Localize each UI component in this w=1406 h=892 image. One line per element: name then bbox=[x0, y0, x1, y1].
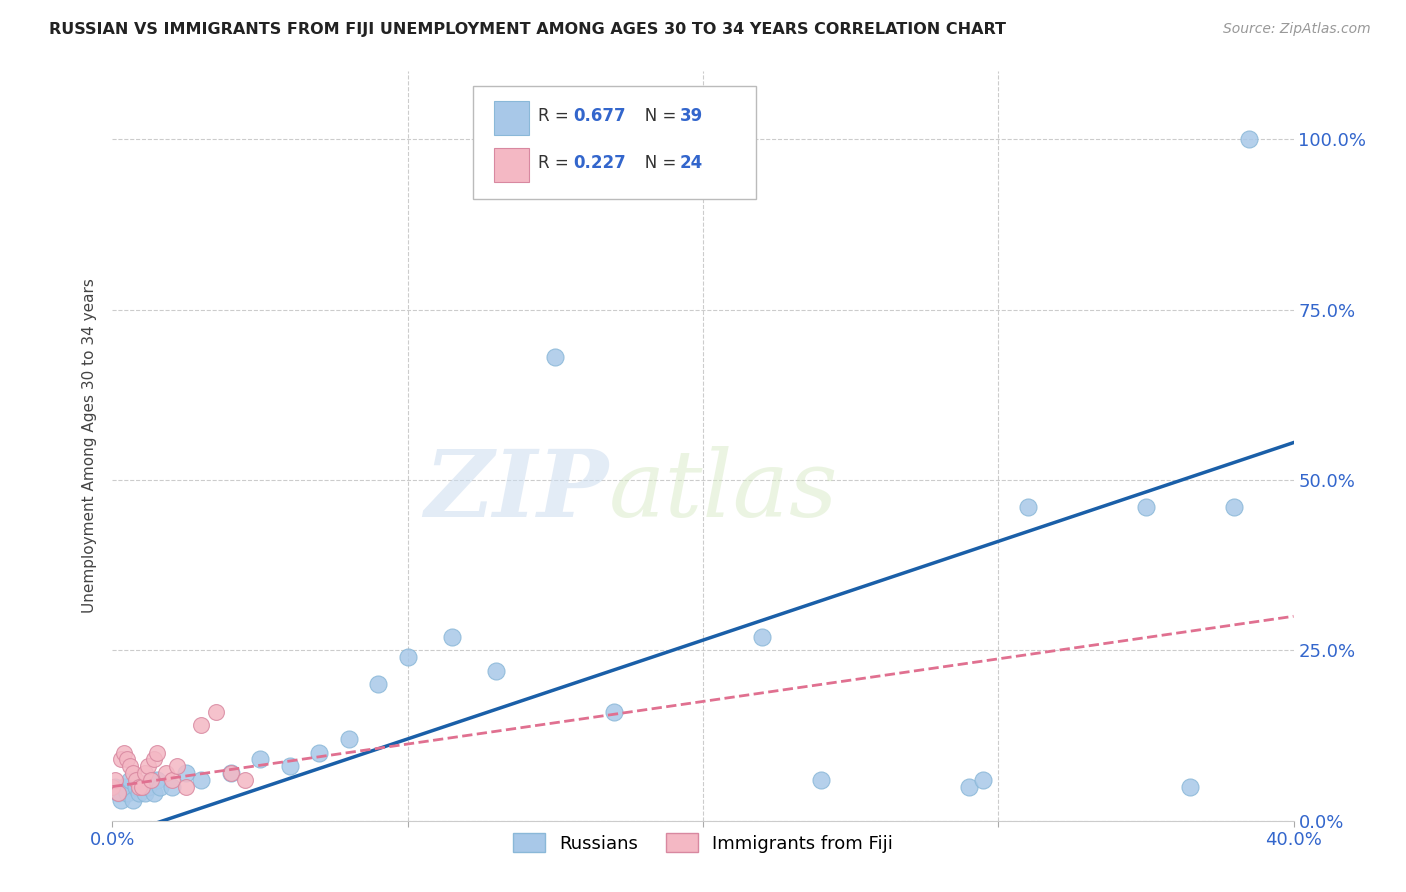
Point bbox=[278, 759, 301, 773]
Point bbox=[112, 780, 135, 794]
Text: N =: N = bbox=[628, 153, 682, 172]
Point bbox=[603, 705, 626, 719]
Point bbox=[146, 772, 169, 787]
Point bbox=[166, 759, 188, 773]
Point bbox=[160, 780, 183, 794]
Point bbox=[146, 746, 169, 760]
FancyBboxPatch shape bbox=[472, 87, 756, 199]
Point bbox=[973, 772, 995, 787]
Point bbox=[544, 351, 567, 365]
Point bbox=[1178, 780, 1201, 794]
Point bbox=[142, 786, 165, 800]
Point bbox=[249, 752, 271, 766]
Text: ZIP: ZIP bbox=[425, 446, 609, 536]
Point bbox=[128, 786, 150, 800]
Point bbox=[107, 786, 129, 800]
Point bbox=[120, 772, 142, 787]
Point bbox=[139, 772, 162, 787]
Text: 0.677: 0.677 bbox=[574, 106, 626, 125]
Point bbox=[957, 780, 980, 794]
Point bbox=[174, 766, 197, 780]
Text: 24: 24 bbox=[679, 153, 703, 172]
Point bbox=[110, 793, 132, 807]
Text: 39: 39 bbox=[679, 106, 703, 125]
Point bbox=[110, 752, 132, 766]
Point bbox=[104, 772, 127, 787]
Text: N =: N = bbox=[628, 106, 682, 125]
Point bbox=[134, 786, 156, 800]
Point bbox=[122, 766, 145, 780]
Y-axis label: Unemployment Among Ages 30 to 34 years: Unemployment Among Ages 30 to 34 years bbox=[82, 278, 97, 614]
Point bbox=[107, 786, 129, 800]
Point bbox=[128, 780, 150, 794]
Point bbox=[149, 780, 172, 794]
Point bbox=[122, 793, 145, 807]
Point bbox=[136, 759, 159, 773]
Point bbox=[139, 772, 162, 787]
Point bbox=[117, 786, 138, 800]
Point bbox=[190, 718, 212, 732]
Text: RUSSIAN VS IMMIGRANTS FROM FIJI UNEMPLOYMENT AMONG AGES 30 TO 34 YEARS CORRELATI: RUSSIAN VS IMMIGRANTS FROM FIJI UNEMPLOY… bbox=[49, 22, 1007, 37]
Point bbox=[485, 664, 508, 678]
Point bbox=[160, 772, 183, 787]
Point bbox=[751, 630, 773, 644]
Text: 0.227: 0.227 bbox=[574, 153, 626, 172]
Point bbox=[810, 772, 832, 787]
Point bbox=[337, 731, 360, 746]
Point bbox=[112, 746, 135, 760]
Point bbox=[125, 780, 148, 794]
Point bbox=[1223, 500, 1246, 515]
Point bbox=[136, 780, 159, 794]
Point bbox=[441, 630, 464, 644]
Text: Source: ZipAtlas.com: Source: ZipAtlas.com bbox=[1223, 22, 1371, 37]
Point bbox=[1239, 132, 1261, 146]
Point bbox=[134, 766, 156, 780]
Point bbox=[131, 780, 153, 794]
Point bbox=[205, 705, 228, 719]
Legend: Russians, Immigrants from Fiji: Russians, Immigrants from Fiji bbox=[513, 833, 893, 853]
Text: atlas: atlas bbox=[609, 446, 838, 536]
Point bbox=[396, 650, 419, 665]
Point bbox=[142, 752, 165, 766]
Point bbox=[233, 772, 256, 787]
Point bbox=[308, 746, 330, 760]
Point bbox=[155, 766, 177, 780]
Point bbox=[219, 766, 242, 780]
Text: R =: R = bbox=[537, 153, 574, 172]
Point bbox=[120, 759, 142, 773]
Point bbox=[117, 752, 138, 766]
Point bbox=[131, 780, 153, 794]
Point bbox=[101, 780, 124, 794]
Point bbox=[1017, 500, 1039, 515]
Point bbox=[367, 677, 389, 691]
FancyBboxPatch shape bbox=[494, 148, 530, 181]
Point bbox=[1135, 500, 1157, 515]
Point bbox=[190, 772, 212, 787]
Text: R =: R = bbox=[537, 106, 574, 125]
Point bbox=[174, 780, 197, 794]
Point bbox=[219, 766, 242, 780]
Point bbox=[125, 772, 148, 787]
FancyBboxPatch shape bbox=[494, 102, 530, 135]
Point bbox=[104, 780, 127, 794]
